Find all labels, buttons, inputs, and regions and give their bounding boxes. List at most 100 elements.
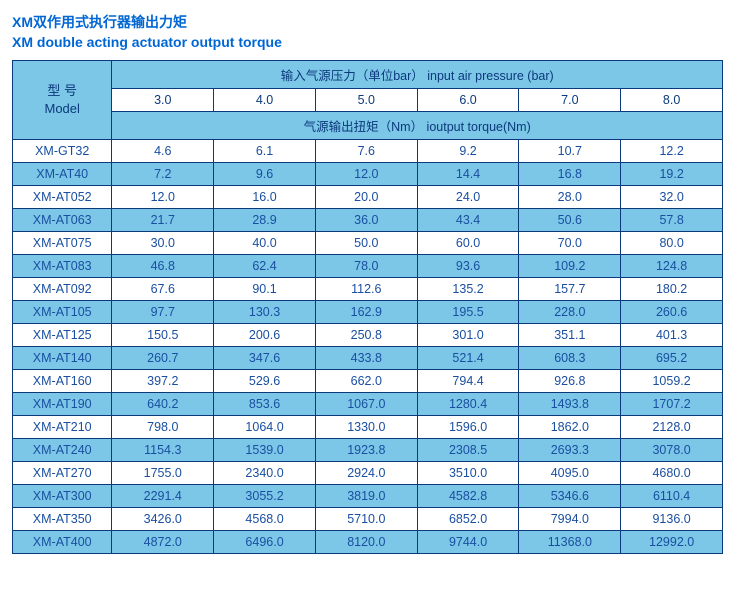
table-row: XM-AT05212.016.020.024.028.032.0 xyxy=(13,186,723,209)
pressure-col: 8.0 xyxy=(621,89,723,112)
value-cell: 260.6 xyxy=(621,301,723,324)
value-cell: 1067.0 xyxy=(315,393,417,416)
value-cell: 5710.0 xyxy=(315,508,417,531)
model-cell: XM-AT105 xyxy=(13,301,112,324)
value-cell: 36.0 xyxy=(315,209,417,232)
value-cell: 62.4 xyxy=(214,255,316,278)
value-cell: 4872.0 xyxy=(112,531,214,554)
model-cell: XM-GT32 xyxy=(13,140,112,163)
model-cell: XM-AT270 xyxy=(13,462,112,485)
value-cell: 30.0 xyxy=(112,232,214,255)
value-cell: 794.4 xyxy=(417,370,519,393)
value-cell: 1064.0 xyxy=(214,416,316,439)
value-cell: 6.1 xyxy=(214,140,316,163)
value-cell: 4568.0 xyxy=(214,508,316,531)
value-cell: 6852.0 xyxy=(417,508,519,531)
table-row: XM-AT160397.2529.6662.0794.4926.81059.2 xyxy=(13,370,723,393)
value-cell: 19.2 xyxy=(621,163,723,186)
model-cell: XM-AT052 xyxy=(13,186,112,209)
pressure-header: 输入气源压力（单位bar） input air pressure (bar) xyxy=(112,61,723,89)
table-row: XM-AT125150.5200.6250.8301.0351.1401.3 xyxy=(13,324,723,347)
table-row: XM-AT3002291.43055.23819.04582.85346.661… xyxy=(13,485,723,508)
value-cell: 4582.8 xyxy=(417,485,519,508)
title-chinese: XM双作用式执行器输出力矩 xyxy=(12,12,723,32)
value-cell: 1923.8 xyxy=(315,439,417,462)
value-cell: 2128.0 xyxy=(621,416,723,439)
value-cell: 228.0 xyxy=(519,301,621,324)
value-cell: 9.2 xyxy=(417,140,519,163)
value-cell: 150.5 xyxy=(112,324,214,347)
model-cell: XM-AT400 xyxy=(13,531,112,554)
value-cell: 9136.0 xyxy=(621,508,723,531)
model-cell: XM-AT092 xyxy=(13,278,112,301)
value-cell: 1596.0 xyxy=(417,416,519,439)
value-cell: 50.6 xyxy=(519,209,621,232)
title-english: XM double acting actuator output torque xyxy=(12,34,723,50)
value-cell: 529.6 xyxy=(214,370,316,393)
value-cell: 8120.0 xyxy=(315,531,417,554)
value-cell: 521.4 xyxy=(417,347,519,370)
torque-header: 气源输出扭矩（Nm） ioutput torque(Nm) xyxy=(112,112,723,140)
value-cell: 1493.8 xyxy=(519,393,621,416)
pressure-col: 3.0 xyxy=(112,89,214,112)
value-cell: 32.0 xyxy=(621,186,723,209)
value-cell: 97.7 xyxy=(112,301,214,324)
value-cell: 1755.0 xyxy=(112,462,214,485)
value-cell: 7.6 xyxy=(315,140,417,163)
value-cell: 5346.6 xyxy=(519,485,621,508)
table-row: XM-AT06321.728.936.043.450.657.8 xyxy=(13,209,723,232)
table-row: XM-AT09267.690.1112.6135.2157.7180.2 xyxy=(13,278,723,301)
value-cell: 1330.0 xyxy=(315,416,417,439)
pressure-values-row: 3.0 4.0 5.0 6.0 7.0 8.0 xyxy=(13,89,723,112)
model-cell: XM-AT083 xyxy=(13,255,112,278)
value-cell: 397.2 xyxy=(112,370,214,393)
value-cell: 10.7 xyxy=(519,140,621,163)
value-cell: 9.6 xyxy=(214,163,316,186)
value-cell: 195.5 xyxy=(417,301,519,324)
value-cell: 2340.0 xyxy=(214,462,316,485)
value-cell: 135.2 xyxy=(417,278,519,301)
model-header-cn: 型 号 xyxy=(13,82,111,100)
value-cell: 2924.0 xyxy=(315,462,417,485)
value-cell: 80.0 xyxy=(621,232,723,255)
value-cell: 12.2 xyxy=(621,140,723,163)
value-cell: 2693.3 xyxy=(519,439,621,462)
model-cell: XM-AT140 xyxy=(13,347,112,370)
pressure-col: 4.0 xyxy=(214,89,316,112)
value-cell: 2291.4 xyxy=(112,485,214,508)
value-cell: 200.6 xyxy=(214,324,316,347)
value-cell: 3426.0 xyxy=(112,508,214,531)
model-header: 型 号 Model xyxy=(13,61,112,140)
value-cell: 695.2 xyxy=(621,347,723,370)
value-cell: 4680.0 xyxy=(621,462,723,485)
value-cell: 3819.0 xyxy=(315,485,417,508)
value-cell: 926.8 xyxy=(519,370,621,393)
value-cell: 3055.2 xyxy=(214,485,316,508)
value-cell: 301.0 xyxy=(417,324,519,347)
value-cell: 9744.0 xyxy=(417,531,519,554)
value-cell: 28.0 xyxy=(519,186,621,209)
value-cell: 78.0 xyxy=(315,255,417,278)
value-cell: 1280.4 xyxy=(417,393,519,416)
value-cell: 433.8 xyxy=(315,347,417,370)
model-cell: XM-AT240 xyxy=(13,439,112,462)
value-cell: 1707.2 xyxy=(621,393,723,416)
model-cell: XM-AT350 xyxy=(13,508,112,531)
value-cell: 1862.0 xyxy=(519,416,621,439)
value-cell: 16.0 xyxy=(214,186,316,209)
model-cell: XM-AT40 xyxy=(13,163,112,186)
table-row: XM-AT190640.2853.61067.01280.41493.81707… xyxy=(13,393,723,416)
value-cell: 608.3 xyxy=(519,347,621,370)
value-cell: 260.7 xyxy=(112,347,214,370)
value-cell: 7.2 xyxy=(112,163,214,186)
model-cell: XM-AT075 xyxy=(13,232,112,255)
value-cell: 853.6 xyxy=(214,393,316,416)
value-cell: 109.2 xyxy=(519,255,621,278)
table-row: XM-AT2401154.31539.01923.82308.52693.330… xyxy=(13,439,723,462)
value-cell: 16.8 xyxy=(519,163,621,186)
table-row: XM-AT3503426.04568.05710.06852.07994.091… xyxy=(13,508,723,531)
value-cell: 90.1 xyxy=(214,278,316,301)
value-cell: 11368.0 xyxy=(519,531,621,554)
value-cell: 3510.0 xyxy=(417,462,519,485)
value-cell: 2308.5 xyxy=(417,439,519,462)
